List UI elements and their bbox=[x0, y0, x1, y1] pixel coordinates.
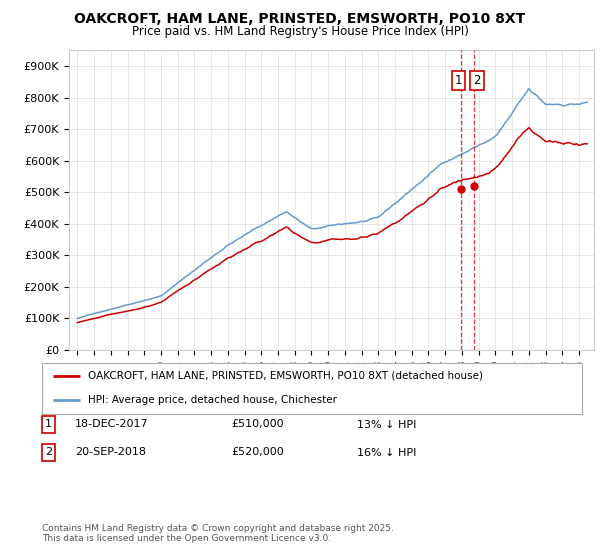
Text: £510,000: £510,000 bbox=[231, 419, 284, 430]
Text: 13% ↓ HPI: 13% ↓ HPI bbox=[357, 419, 416, 430]
Text: OAKCROFT, HAM LANE, PRINSTED, EMSWORTH, PO10 8XT: OAKCROFT, HAM LANE, PRINSTED, EMSWORTH, … bbox=[74, 12, 526, 26]
Text: £520,000: £520,000 bbox=[231, 447, 284, 458]
Text: 2: 2 bbox=[473, 74, 481, 87]
Text: HPI: Average price, detached house, Chichester: HPI: Average price, detached house, Chic… bbox=[88, 395, 337, 405]
Text: 2: 2 bbox=[45, 447, 52, 458]
Text: 16% ↓ HPI: 16% ↓ HPI bbox=[357, 447, 416, 458]
Text: 18-DEC-2017: 18-DEC-2017 bbox=[75, 419, 149, 430]
Text: Price paid vs. HM Land Registry's House Price Index (HPI): Price paid vs. HM Land Registry's House … bbox=[131, 25, 469, 38]
Text: 1: 1 bbox=[45, 419, 52, 430]
Text: 20-SEP-2018: 20-SEP-2018 bbox=[75, 447, 146, 458]
Text: Contains HM Land Registry data © Crown copyright and database right 2025.
This d: Contains HM Land Registry data © Crown c… bbox=[42, 524, 394, 543]
Text: OAKCROFT, HAM LANE, PRINSTED, EMSWORTH, PO10 8XT (detached house): OAKCROFT, HAM LANE, PRINSTED, EMSWORTH, … bbox=[88, 371, 483, 381]
Text: 1: 1 bbox=[454, 74, 462, 87]
